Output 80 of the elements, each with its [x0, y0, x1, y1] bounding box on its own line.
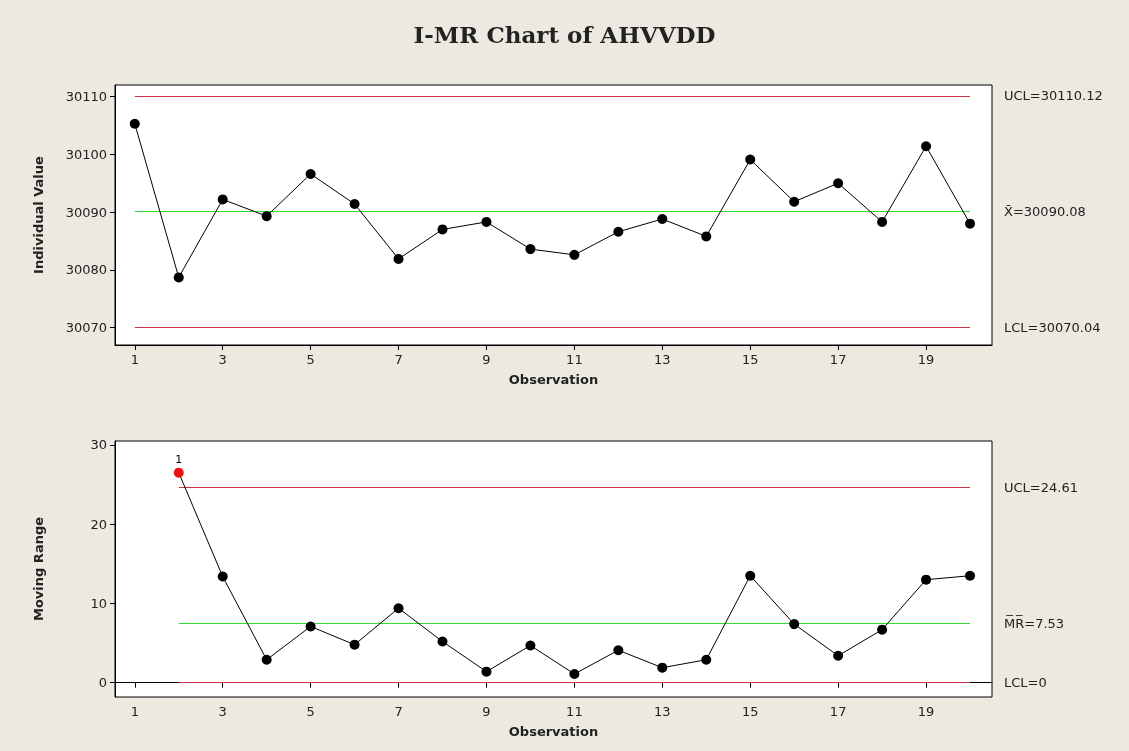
y-axis-title: Moving Range: [31, 516, 46, 622]
point: [745, 570, 756, 581]
ref-line-label: LCL=30070.04: [1004, 319, 1101, 335]
point: [481, 216, 492, 227]
point: [701, 231, 712, 242]
ref-line-label: X̄=30090.08: [1004, 204, 1086, 220]
x-tick-label: 19: [917, 352, 935, 367]
x-tick-label: 7: [394, 352, 403, 367]
y-tick-label: 30070: [65, 320, 107, 336]
point: [173, 467, 184, 478]
point: [569, 669, 580, 680]
point: [217, 194, 228, 205]
chart-title: I-MR Chart of AHVVDD: [413, 21, 716, 48]
point: [261, 654, 272, 665]
x-tick-label: 15: [741, 352, 759, 367]
point: [261, 211, 272, 222]
point: [965, 218, 976, 229]
ref-line-label: LCL=0: [1004, 675, 1047, 691]
y-axis-title: Individual Value: [31, 155, 46, 274]
x-tick-label: 9: [482, 704, 491, 719]
y-tick-label: 20: [90, 516, 107, 532]
point: [789, 196, 800, 207]
x-tick-label: 19: [917, 704, 935, 719]
point: [613, 226, 624, 237]
point: [437, 224, 448, 235]
x-tick-label: 1: [130, 704, 139, 719]
point: [393, 603, 404, 614]
point: [305, 621, 316, 632]
x-tick-label: 17: [829, 704, 847, 719]
ref-line-label: UCL=30110.12: [1004, 88, 1103, 104]
x-tick-label: 7: [394, 704, 403, 719]
point: [965, 570, 976, 581]
point: [657, 214, 668, 225]
x-tick-label: 15: [741, 704, 759, 719]
y-tick-label: 30: [90, 437, 107, 453]
ref-line-label: UCL=24.61: [1004, 480, 1078, 496]
point: [657, 662, 668, 673]
point: [569, 249, 580, 260]
y-tick-label: 30110: [65, 89, 107, 105]
x-axis-title: Observation: [508, 372, 599, 387]
point: [877, 624, 888, 635]
point: [217, 571, 228, 582]
point: [525, 640, 536, 651]
point: [921, 574, 932, 585]
y-tick-label: 10: [90, 595, 107, 611]
x-tick-label: 11: [566, 352, 583, 367]
point: [525, 244, 536, 255]
point: [349, 199, 360, 210]
point: [833, 650, 844, 661]
x-tick-label: 3: [218, 704, 227, 719]
annotation: 1: [175, 452, 183, 466]
ref-line-label: M̅R̅=7.53: [1004, 615, 1065, 631]
point: [349, 639, 360, 650]
y-tick-label: 30080: [65, 262, 107, 278]
point: [833, 178, 844, 189]
x-tick-label: 5: [306, 704, 315, 719]
point: [305, 168, 316, 179]
point: [393, 253, 404, 264]
y-tick-label: 0: [98, 675, 107, 691]
point: [921, 141, 932, 152]
point: [481, 666, 492, 677]
x-tick-label: 5: [306, 352, 315, 367]
y-tick-label: 30090: [65, 204, 107, 220]
x-tick-label: 13: [654, 352, 671, 367]
x-tick-label: 1: [130, 352, 139, 367]
x-tick-label: 17: [829, 352, 847, 367]
point: [789, 619, 800, 630]
point: [701, 654, 712, 665]
x-tick-label: 9: [482, 352, 491, 367]
x-tick-label: 3: [218, 352, 227, 367]
x-tick-label: 13: [654, 704, 671, 719]
point: [437, 636, 448, 647]
y-tick-label: 30100: [65, 146, 107, 162]
x-axis-title: Observation: [508, 724, 599, 739]
point: [173, 272, 184, 283]
x-tick-label: 11: [566, 704, 583, 719]
point: [129, 118, 140, 129]
point: [613, 645, 624, 656]
point: [877, 216, 888, 227]
point: [745, 154, 756, 165]
